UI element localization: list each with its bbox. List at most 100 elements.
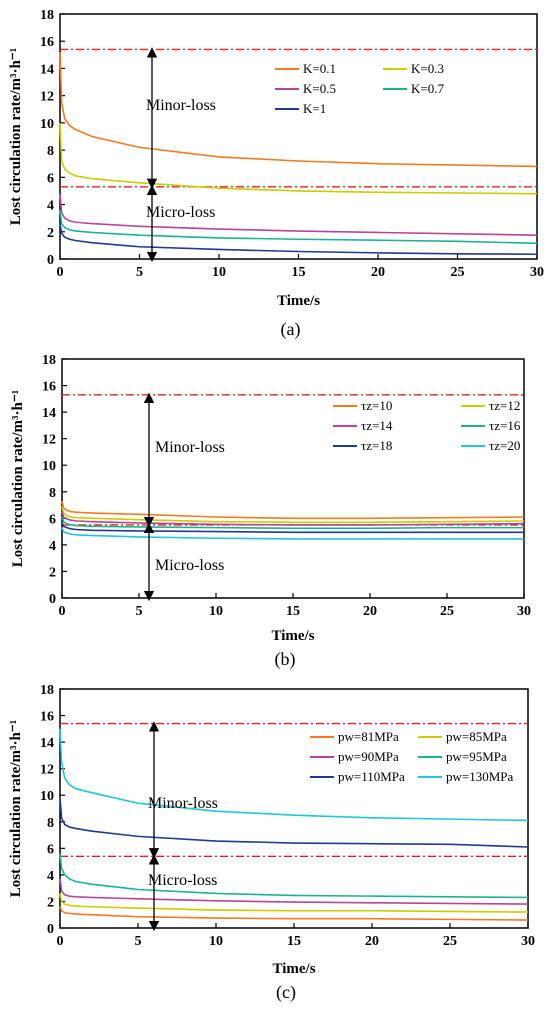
y-tick-label: 0: [49, 592, 56, 607]
series-line-1: [59, 893, 529, 913]
chart-panel-1: 0 2 4 6 8 10 12 14 16 18 0 5 10 15 20 25 30 Time/s Lost ci…: [10, 353, 531, 670]
y-tick-label: 2: [47, 895, 54, 910]
y-tick-label: 14: [40, 62, 54, 77]
series-line-1: [61, 506, 525, 524]
y-tick-label: 18: [40, 683, 54, 698]
x-axis-title: Time/s: [272, 961, 315, 977]
y-tick-label: 8: [47, 816, 54, 831]
legend-label: τz=20: [489, 438, 520, 453]
legend-label: K=0.7: [411, 81, 444, 96]
micro-loss-label: Micro-loss: [146, 204, 215, 221]
y-tick-label: 10: [42, 459, 56, 474]
x-tick-label: 15: [286, 604, 300, 619]
plot-frame: [59, 13, 538, 260]
legend-label: K=0.1: [303, 61, 336, 76]
minor-loss-label: Minor-loss: [155, 439, 225, 456]
legend-label: τz=10: [361, 398, 392, 413]
minor-loss-label: Minor-loss: [148, 795, 218, 812]
y-axis-title: Lost circulation rate/m³·h⁻¹: [10, 390, 26, 567]
y-tick-label: 16: [40, 710, 54, 725]
plot-frame: [59, 688, 529, 929]
y-tick-label: 6: [47, 842, 54, 857]
x-tick-label: 15: [292, 265, 306, 280]
x-axis-title: Time/s: [277, 293, 320, 309]
x-tick-label: 0: [59, 604, 66, 619]
y-tick-label: 16: [42, 380, 56, 395]
series-line-2: [59, 878, 529, 905]
legend-label: τz=12: [489, 398, 520, 413]
y-tick-label: 8: [49, 486, 56, 501]
x-tick-label: 25: [440, 604, 454, 619]
y-tick-label: 6: [49, 512, 56, 527]
micro-loss-label: Micro-loss: [155, 557, 224, 574]
x-tick-label: 20: [371, 265, 385, 280]
y-tick-label: 2: [47, 226, 54, 241]
legend-label: pw=81MPa: [338, 729, 399, 744]
micro-loss-label: Micro-loss: [148, 872, 217, 889]
series-line-0: [59, 906, 529, 921]
series-line-4: [59, 223, 538, 256]
x-tick-label: 20: [365, 934, 379, 949]
x-tick-label: 5: [135, 934, 142, 949]
series-line-3: [61, 516, 524, 530]
y-tick-label: 10: [40, 789, 54, 804]
legend-label: pw=130MPa: [446, 769, 514, 784]
y-tick-label: 0: [47, 922, 54, 937]
x-tick-label: 30: [530, 265, 544, 280]
y-tick-label: 12: [40, 763, 54, 778]
legend-label: pw=90MPa: [338, 749, 399, 764]
series-line-0: [59, 52, 538, 168]
x-tick-label: 20: [363, 604, 377, 619]
series-line-4: [59, 797, 529, 848]
x-tick-label: 25: [443, 934, 457, 949]
chart-panel-2: 0 2 4 6 8 10 12 14 16 18 0 5 10 15 20 25 30 Time/s Lost ci…: [8, 683, 535, 1003]
y-tick-label: 12: [40, 90, 54, 105]
chart-panel-0: 0 2 4 6 8 10 12 14 16 18 0 5 10 15 20 25 30 Time/s Lost ci…: [8, 8, 544, 340]
y-tick-label: 14: [40, 736, 54, 751]
x-tick-label: 30: [517, 604, 531, 619]
series-line-2: [61, 511, 525, 526]
x-tick-label: 15: [287, 934, 301, 949]
y-tick-label: 12: [42, 433, 56, 448]
x-tick-label: 5: [136, 265, 143, 280]
x-tick-label: 10: [209, 934, 223, 949]
legend-label: τz=18: [361, 438, 392, 453]
series-line-5: [61, 527, 524, 540]
series-line-3: [59, 853, 529, 899]
x-tick-label: 30: [521, 934, 535, 949]
y-tick-label: 8: [47, 144, 54, 159]
y-tick-label: 4: [47, 199, 54, 214]
legend-label: τz=14: [361, 418, 393, 433]
panel-caption: (a): [281, 319, 301, 340]
series-line-1: [59, 122, 538, 195]
x-axis-title: Time/s: [271, 628, 314, 644]
legend-label: K=0.3: [411, 61, 444, 76]
legend-label: K=0.5: [303, 81, 336, 96]
y-axis-title: Lost circulation rate/m³·h⁻¹: [8, 48, 24, 225]
x-tick-label: 10: [209, 604, 223, 619]
y-tick-label: 18: [42, 353, 56, 368]
panel-caption: (b): [275, 649, 296, 670]
y-tick-label: 18: [40, 8, 54, 23]
y-tick-label: 10: [40, 117, 54, 132]
y-tick-label: 14: [42, 406, 56, 421]
legend-label: pw=110MPa: [338, 769, 405, 784]
y-axis-title: Lost circulation rate/m³·h⁻¹: [8, 720, 24, 897]
legend-label: τz=16: [489, 418, 521, 433]
series-line-2: [59, 193, 538, 236]
series-line-0: [61, 500, 525, 520]
legend-label: pw=85MPa: [446, 729, 507, 744]
x-tick-label: 5: [136, 604, 143, 619]
legend-label: K=1: [303, 101, 326, 116]
panel-caption: (c): [276, 982, 296, 1003]
x-tick-label: 0: [57, 934, 64, 949]
series-line-4: [61, 522, 524, 534]
minor-loss-label: Minor-loss: [146, 97, 216, 114]
x-tick-label: 10: [212, 265, 226, 280]
series-line-5: [59, 728, 529, 822]
x-tick-label: 0: [57, 265, 64, 280]
y-tick-label: 4: [49, 539, 56, 554]
y-tick-label: 6: [47, 171, 54, 186]
y-tick-label: 0: [47, 253, 54, 268]
